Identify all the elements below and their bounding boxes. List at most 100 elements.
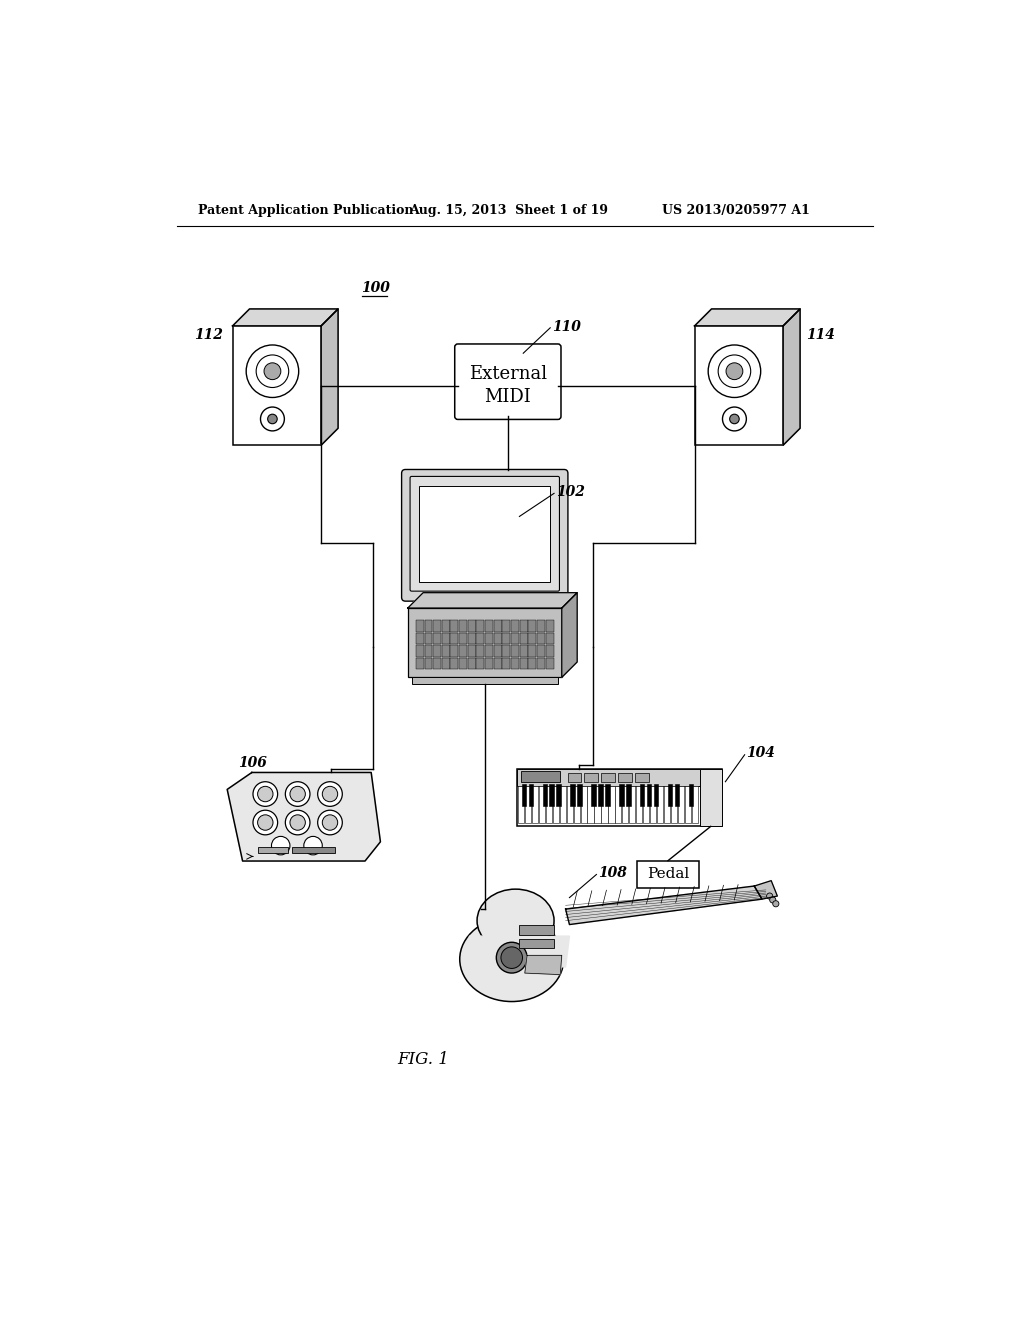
FancyBboxPatch shape bbox=[647, 784, 651, 807]
FancyBboxPatch shape bbox=[685, 785, 691, 824]
FancyBboxPatch shape bbox=[581, 785, 587, 824]
FancyBboxPatch shape bbox=[419, 486, 550, 582]
Circle shape bbox=[253, 810, 278, 834]
Polygon shape bbox=[227, 772, 381, 861]
Text: 102: 102 bbox=[556, 484, 585, 499]
FancyBboxPatch shape bbox=[570, 784, 574, 807]
FancyBboxPatch shape bbox=[620, 784, 624, 807]
FancyBboxPatch shape bbox=[588, 785, 594, 824]
Polygon shape bbox=[232, 309, 338, 326]
Circle shape bbox=[773, 900, 779, 907]
FancyBboxPatch shape bbox=[441, 645, 450, 657]
FancyBboxPatch shape bbox=[433, 632, 441, 644]
FancyBboxPatch shape bbox=[503, 645, 510, 657]
FancyBboxPatch shape bbox=[416, 632, 424, 644]
FancyBboxPatch shape bbox=[485, 620, 493, 632]
FancyBboxPatch shape bbox=[678, 785, 684, 824]
Circle shape bbox=[271, 837, 290, 855]
FancyBboxPatch shape bbox=[605, 784, 609, 807]
FancyBboxPatch shape bbox=[543, 784, 547, 807]
FancyBboxPatch shape bbox=[412, 677, 558, 684]
FancyBboxPatch shape bbox=[468, 632, 476, 644]
FancyBboxPatch shape bbox=[538, 632, 545, 644]
Circle shape bbox=[258, 814, 273, 830]
FancyBboxPatch shape bbox=[700, 768, 722, 826]
Text: Pedal: Pedal bbox=[647, 867, 689, 882]
FancyBboxPatch shape bbox=[441, 657, 450, 669]
Circle shape bbox=[730, 414, 739, 424]
FancyBboxPatch shape bbox=[433, 620, 441, 632]
FancyBboxPatch shape bbox=[556, 784, 561, 807]
FancyBboxPatch shape bbox=[528, 784, 534, 807]
FancyBboxPatch shape bbox=[518, 785, 524, 824]
Text: 114: 114 bbox=[806, 329, 836, 342]
FancyBboxPatch shape bbox=[520, 645, 527, 657]
FancyBboxPatch shape bbox=[664, 785, 671, 824]
Circle shape bbox=[290, 787, 305, 801]
Circle shape bbox=[770, 896, 776, 903]
Circle shape bbox=[726, 363, 742, 380]
FancyBboxPatch shape bbox=[601, 785, 607, 824]
Text: Aug. 15, 2013  Sheet 1 of 19: Aug. 15, 2013 Sheet 1 of 19 bbox=[410, 205, 608, 218]
FancyBboxPatch shape bbox=[459, 645, 467, 657]
FancyBboxPatch shape bbox=[546, 620, 554, 632]
Circle shape bbox=[256, 355, 289, 388]
Circle shape bbox=[264, 363, 281, 380]
FancyBboxPatch shape bbox=[553, 785, 559, 824]
FancyBboxPatch shape bbox=[636, 785, 642, 824]
FancyBboxPatch shape bbox=[531, 785, 538, 824]
Circle shape bbox=[286, 781, 310, 807]
FancyBboxPatch shape bbox=[519, 925, 554, 935]
Circle shape bbox=[290, 814, 305, 830]
FancyBboxPatch shape bbox=[546, 785, 552, 824]
FancyBboxPatch shape bbox=[425, 632, 432, 644]
FancyBboxPatch shape bbox=[654, 784, 658, 807]
Text: Patent Application Publication: Patent Application Publication bbox=[199, 205, 414, 218]
Circle shape bbox=[323, 787, 338, 801]
FancyBboxPatch shape bbox=[591, 784, 596, 807]
FancyBboxPatch shape bbox=[441, 632, 450, 644]
FancyBboxPatch shape bbox=[503, 632, 510, 644]
FancyBboxPatch shape bbox=[528, 632, 537, 644]
Circle shape bbox=[317, 810, 342, 834]
FancyBboxPatch shape bbox=[455, 345, 561, 420]
Circle shape bbox=[767, 894, 773, 899]
FancyBboxPatch shape bbox=[618, 774, 632, 783]
Text: 100: 100 bbox=[361, 281, 390, 296]
FancyBboxPatch shape bbox=[566, 785, 572, 824]
FancyBboxPatch shape bbox=[692, 785, 698, 824]
FancyBboxPatch shape bbox=[657, 785, 664, 824]
FancyBboxPatch shape bbox=[451, 632, 459, 644]
FancyBboxPatch shape bbox=[408, 609, 562, 677]
FancyBboxPatch shape bbox=[232, 326, 322, 445]
FancyBboxPatch shape bbox=[643, 785, 649, 824]
FancyBboxPatch shape bbox=[525, 785, 531, 824]
FancyBboxPatch shape bbox=[517, 768, 722, 826]
Circle shape bbox=[258, 787, 273, 801]
FancyBboxPatch shape bbox=[538, 657, 545, 669]
FancyBboxPatch shape bbox=[425, 645, 432, 657]
FancyBboxPatch shape bbox=[433, 645, 441, 657]
FancyBboxPatch shape bbox=[425, 620, 432, 632]
FancyBboxPatch shape bbox=[476, 620, 484, 632]
FancyBboxPatch shape bbox=[539, 785, 545, 824]
Text: FIG. 1: FIG. 1 bbox=[397, 1051, 450, 1068]
FancyBboxPatch shape bbox=[459, 620, 467, 632]
FancyBboxPatch shape bbox=[528, 645, 537, 657]
FancyBboxPatch shape bbox=[468, 645, 476, 657]
FancyBboxPatch shape bbox=[459, 632, 467, 644]
FancyBboxPatch shape bbox=[485, 632, 493, 644]
FancyBboxPatch shape bbox=[410, 477, 559, 591]
FancyBboxPatch shape bbox=[521, 784, 526, 807]
FancyBboxPatch shape bbox=[416, 657, 424, 669]
Circle shape bbox=[267, 414, 278, 424]
Polygon shape bbox=[562, 593, 578, 677]
Circle shape bbox=[317, 781, 342, 807]
Polygon shape bbox=[322, 309, 338, 445]
Polygon shape bbox=[694, 309, 800, 326]
FancyBboxPatch shape bbox=[671, 785, 677, 824]
FancyBboxPatch shape bbox=[494, 657, 502, 669]
FancyBboxPatch shape bbox=[433, 657, 441, 669]
FancyBboxPatch shape bbox=[520, 657, 527, 669]
Circle shape bbox=[723, 407, 746, 430]
